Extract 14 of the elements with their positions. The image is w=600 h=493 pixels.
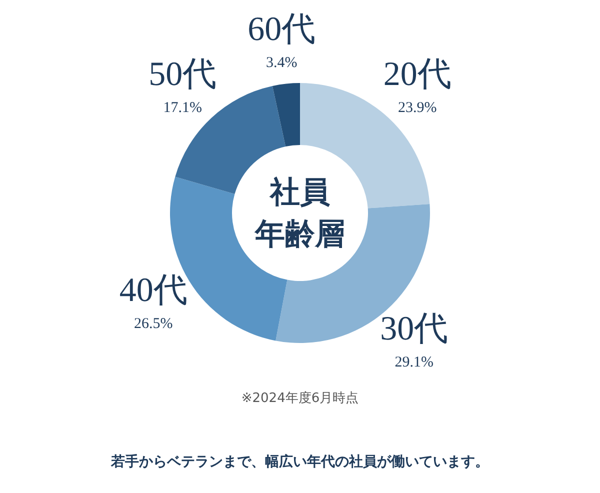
slice-label: 30代 <box>380 310 448 348</box>
slice-label: 60代 <box>248 10 316 48</box>
slice-label: 50代 <box>148 56 217 94</box>
data-label: 3.4% <box>266 54 298 71</box>
slice-label: 40代 <box>119 272 188 309</box>
data-label: 23.9% <box>398 100 437 116</box>
text: 社員年齢層 <box>254 175 345 252</box>
text: 若手からベテランまで、幅広い年代の社員が働いています。 <box>110 453 489 470</box>
data-label: 29.1% <box>394 354 434 371</box>
slice-label: 20代 <box>383 56 452 94</box>
donut-slice <box>272 83 300 147</box>
data-label: 26.5% <box>134 316 173 332</box>
text: ※2024年度6月時点 <box>241 390 359 406</box>
data-label: 17.1% <box>163 100 202 116</box>
